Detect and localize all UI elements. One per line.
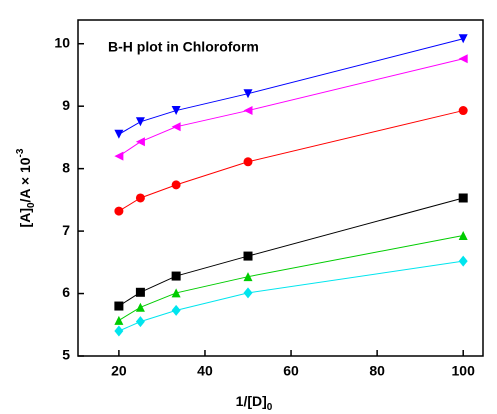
marker (458, 193, 468, 203)
marker (114, 301, 124, 311)
x-axis-label: 1/[D]0 (236, 393, 273, 413)
marker (135, 316, 145, 328)
series-line (118, 260, 464, 332)
marker (243, 287, 253, 299)
x-label-sub: 0 (267, 402, 273, 413)
y-tick-label: 10 (54, 34, 70, 50)
marker (114, 151, 124, 161)
marker (135, 137, 145, 147)
y-label-main: [A] (17, 208, 33, 227)
marker (458, 230, 468, 240)
marker (171, 122, 181, 132)
y-label-sup: -3 (15, 148, 26, 157)
y-tick-label: 7 (62, 222, 70, 238)
series-line (118, 110, 464, 212)
marker (114, 315, 124, 325)
marker (458, 106, 468, 116)
x-tick-label: 20 (111, 363, 127, 379)
marker (171, 304, 181, 316)
marker (114, 129, 124, 139)
marker (458, 34, 468, 44)
marker (243, 157, 253, 167)
series-line (118, 58, 464, 157)
marker (135, 287, 145, 297)
marker (458, 255, 468, 267)
series-line (118, 197, 464, 307)
y-label-rest: /A × 10 (17, 157, 33, 202)
y-tick-label: 8 (62, 159, 70, 175)
y-tick-label: 6 (62, 284, 70, 300)
marker (243, 251, 253, 261)
x-tick-label: 60 (283, 363, 299, 379)
x-label-main: 1/[D] (236, 393, 267, 409)
marker (458, 54, 468, 64)
y-axis-label: [A]0/A × 10-3 (15, 148, 37, 227)
y-label-sub: 0 (26, 202, 37, 208)
marker (114, 325, 124, 337)
marker (171, 271, 181, 281)
marker (171, 288, 181, 298)
x-tick-label: 100 (452, 363, 476, 379)
marker (171, 106, 181, 116)
plot-frame (77, 19, 484, 357)
marker (243, 272, 253, 282)
marker (114, 206, 124, 216)
x-tick-label: 40 (197, 363, 213, 379)
marker (135, 193, 145, 203)
marker (243, 89, 253, 99)
marker (135, 117, 145, 127)
marker (171, 180, 181, 190)
y-tick-label: 5 (62, 347, 70, 363)
annotation: B-H plot in Chloroform (108, 39, 259, 55)
x-tick-label: 80 (369, 363, 385, 379)
series-line (118, 234, 464, 321)
y-tick-label: 9 (62, 97, 70, 113)
marker (135, 302, 145, 312)
marker (243, 106, 253, 116)
